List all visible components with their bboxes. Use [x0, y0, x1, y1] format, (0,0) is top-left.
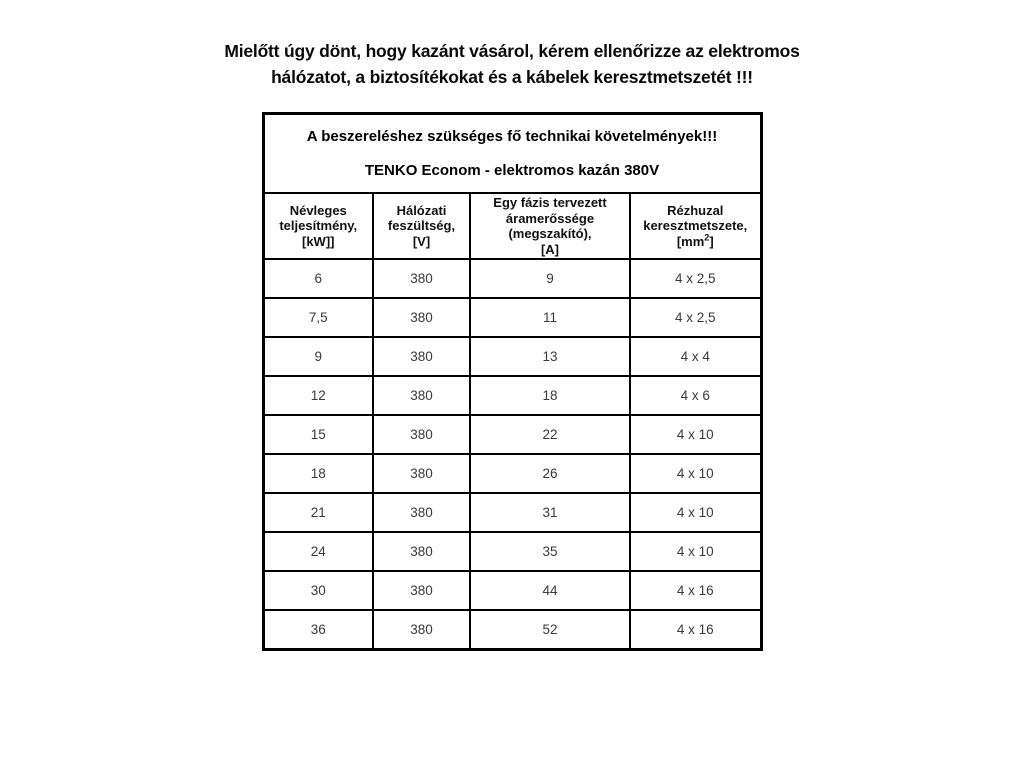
table-row: 30 380 44 4 x 16	[262, 570, 762, 611]
table-cell: 9	[262, 336, 374, 377]
page-heading: Mielőtt úgy dönt, hogy kazánt vásárol, k…	[0, 0, 1024, 90]
table-cell: 18	[469, 375, 631, 416]
table-cell: 35	[469, 531, 631, 572]
table-cell: 380	[372, 414, 471, 455]
header-line-unit: [mm2]	[631, 232, 760, 250]
header-line: [kW]]	[302, 233, 335, 249]
heading-line-1: Mielőtt úgy dönt, hogy kazánt vásárol, k…	[224, 41, 800, 61]
table-row: 7,5 380 11 4 x 2,5	[262, 297, 762, 338]
table-cell: 15	[262, 414, 374, 455]
unit-superscript: 2	[704, 232, 710, 243]
header-line: Rézhuzal	[667, 202, 724, 218]
table-cell: 4 x 2,5	[629, 258, 762, 299]
header-line: Hálózati	[396, 202, 447, 218]
table-cell: 4 x 10	[629, 531, 762, 572]
unit-post: ]	[709, 233, 714, 249]
table-cell: 4 x 16	[629, 609, 762, 651]
table-cell: 380	[372, 492, 471, 533]
table-cell: 13	[469, 336, 631, 377]
table-cell: 52	[469, 609, 631, 651]
table-cell: 380	[372, 297, 471, 338]
unit-pre: [mm	[676, 233, 705, 249]
table-cell: 44	[469, 570, 631, 611]
table-cell: 21	[262, 492, 374, 533]
column-header-nominal-power: Névleges teljesítmény, [kW]]	[262, 192, 374, 260]
table-cell: 4 x 2,5	[629, 297, 762, 338]
spec-table: A beszereléshez szükséges fő technikai k…	[261, 112, 763, 651]
table-cell: 380	[372, 609, 471, 651]
table-cell: 12	[262, 375, 374, 416]
table-cell: 380	[372, 258, 471, 299]
table-cell: 6	[262, 258, 374, 299]
table-row: 9 380 13 4 x 4	[262, 336, 762, 377]
header-line: Egy fázis tervezett	[493, 195, 607, 210]
table-row: 18 380 26 4 x 10	[262, 453, 762, 494]
table-title-line-2: TENKO Econom - elektromos kazán 380V	[364, 162, 660, 179]
column-header-row: Névleges teljesítmény, [kW]] Hálózati fe…	[262, 192, 762, 260]
table-cell: 36	[262, 609, 374, 651]
table-cell: 4 x 4	[629, 336, 762, 377]
table-cell: 24	[262, 531, 374, 572]
table-title-line-1: A beszereléshez szükséges fő technikai k…	[306, 128, 718, 145]
heading-line-2: hálózatot, a biztosítékokat és a kábelek…	[271, 67, 753, 87]
header-line: (megszakító),	[508, 226, 592, 241]
column-header-mains-voltage: Hálózati feszültség, [V]	[372, 192, 471, 260]
table-cell: 4 x 6	[629, 375, 762, 416]
column-header-wire-cross-section: Rézhuzal keresztmetszete, [mm2]	[629, 192, 762, 260]
table-cell: 4 x 10	[629, 414, 762, 455]
table-cell: 380	[372, 531, 471, 572]
table-cell: 26	[469, 453, 631, 494]
table-cell: 380	[372, 453, 471, 494]
table-title-cell: A beszereléshez szükséges fő technikai k…	[262, 112, 762, 194]
table-cell: 380	[372, 336, 471, 377]
column-header-phase-current: Egy fázis tervezett áramerőssége (megsza…	[469, 192, 631, 260]
header-line: keresztmetszete,	[643, 218, 748, 234]
table-cell: 18	[262, 453, 374, 494]
table-cell: 380	[372, 375, 471, 416]
table-cell: 9	[469, 258, 631, 299]
table-cell: 7,5	[262, 297, 374, 338]
header-line: [A]	[540, 241, 560, 257]
table-row: 12 380 18 4 x 6	[262, 375, 762, 416]
header-line: Névleges	[289, 202, 347, 218]
header-line: [V]	[412, 233, 431, 249]
table-row: 36 380 52 4 x 16	[262, 609, 762, 651]
table-cell: 4 x 16	[629, 570, 762, 611]
header-line: feszültség,	[387, 218, 456, 234]
table-cell: 380	[372, 570, 471, 611]
table-cell: 4 x 10	[629, 453, 762, 494]
table-cell: 11	[469, 297, 631, 338]
header-line: teljesítmény,	[279, 218, 358, 234]
table-title-row: A beszereléshez szükséges fő technikai k…	[262, 112, 762, 194]
table-cell: 30	[262, 570, 374, 611]
table-row: 15 380 22 4 x 10	[262, 414, 762, 455]
table-cell: 4 x 10	[629, 492, 762, 533]
header-line: áramerőssége	[505, 210, 595, 226]
table-row: 24 380 35 4 x 10	[262, 531, 762, 572]
table-body: 6 380 9 4 x 2,5 7,5 380 11 4 x 2,5 9 380 13 4 x 4 12…	[262, 258, 762, 651]
table-row: 21 380 31 4 x 10	[262, 492, 762, 533]
table-cell: 22	[469, 414, 631, 455]
table-cell: 31	[469, 492, 631, 533]
table-row: 6 380 9 4 x 2,5	[262, 258, 762, 299]
